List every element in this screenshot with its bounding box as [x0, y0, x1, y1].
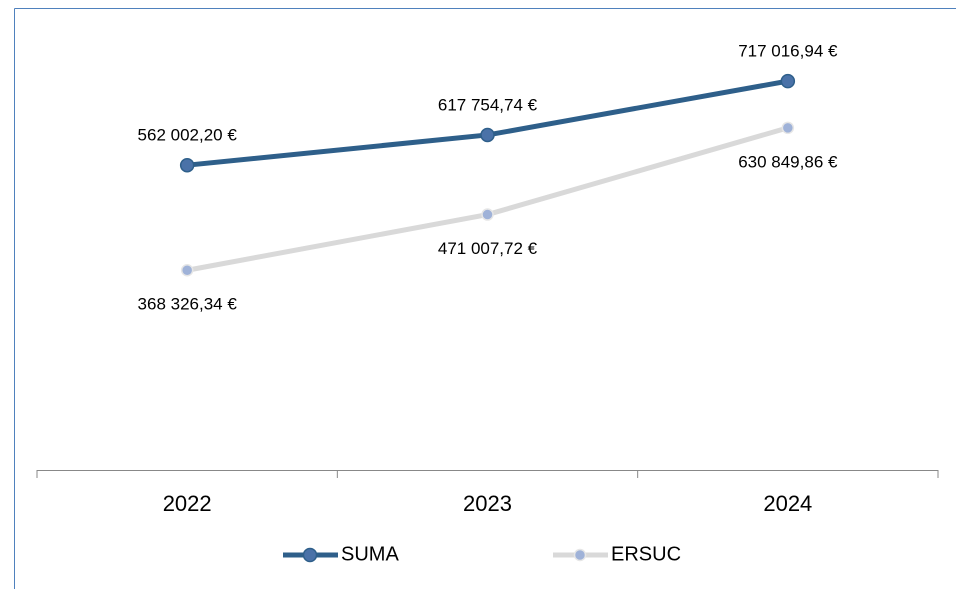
- x-tick-label: 2023: [463, 491, 512, 516]
- x-tick-label: 2022: [163, 491, 212, 516]
- data-label: 562 002,20 €: [138, 126, 238, 145]
- legend-label: ERSUC: [611, 543, 681, 565]
- data-label: 368 326,34 €: [138, 295, 238, 314]
- data-label: 617 754,74 €: [438, 95, 538, 114]
- data-label: 471 007,72 €: [438, 239, 538, 258]
- data-label: 630 849,86 €: [738, 152, 838, 171]
- point: [179, 157, 195, 173]
- point: [480, 127, 495, 143]
- point: [781, 121, 795, 135]
- legend-label: SUMA: [341, 543, 399, 565]
- legend-marker: [302, 547, 318, 563]
- legend-marker: [573, 548, 587, 562]
- x-tick-label: 2024: [763, 491, 812, 516]
- point: [481, 208, 494, 221]
- point: [780, 73, 796, 89]
- point: [180, 263, 194, 277]
- data-label: 717 016,94 €: [738, 42, 838, 61]
